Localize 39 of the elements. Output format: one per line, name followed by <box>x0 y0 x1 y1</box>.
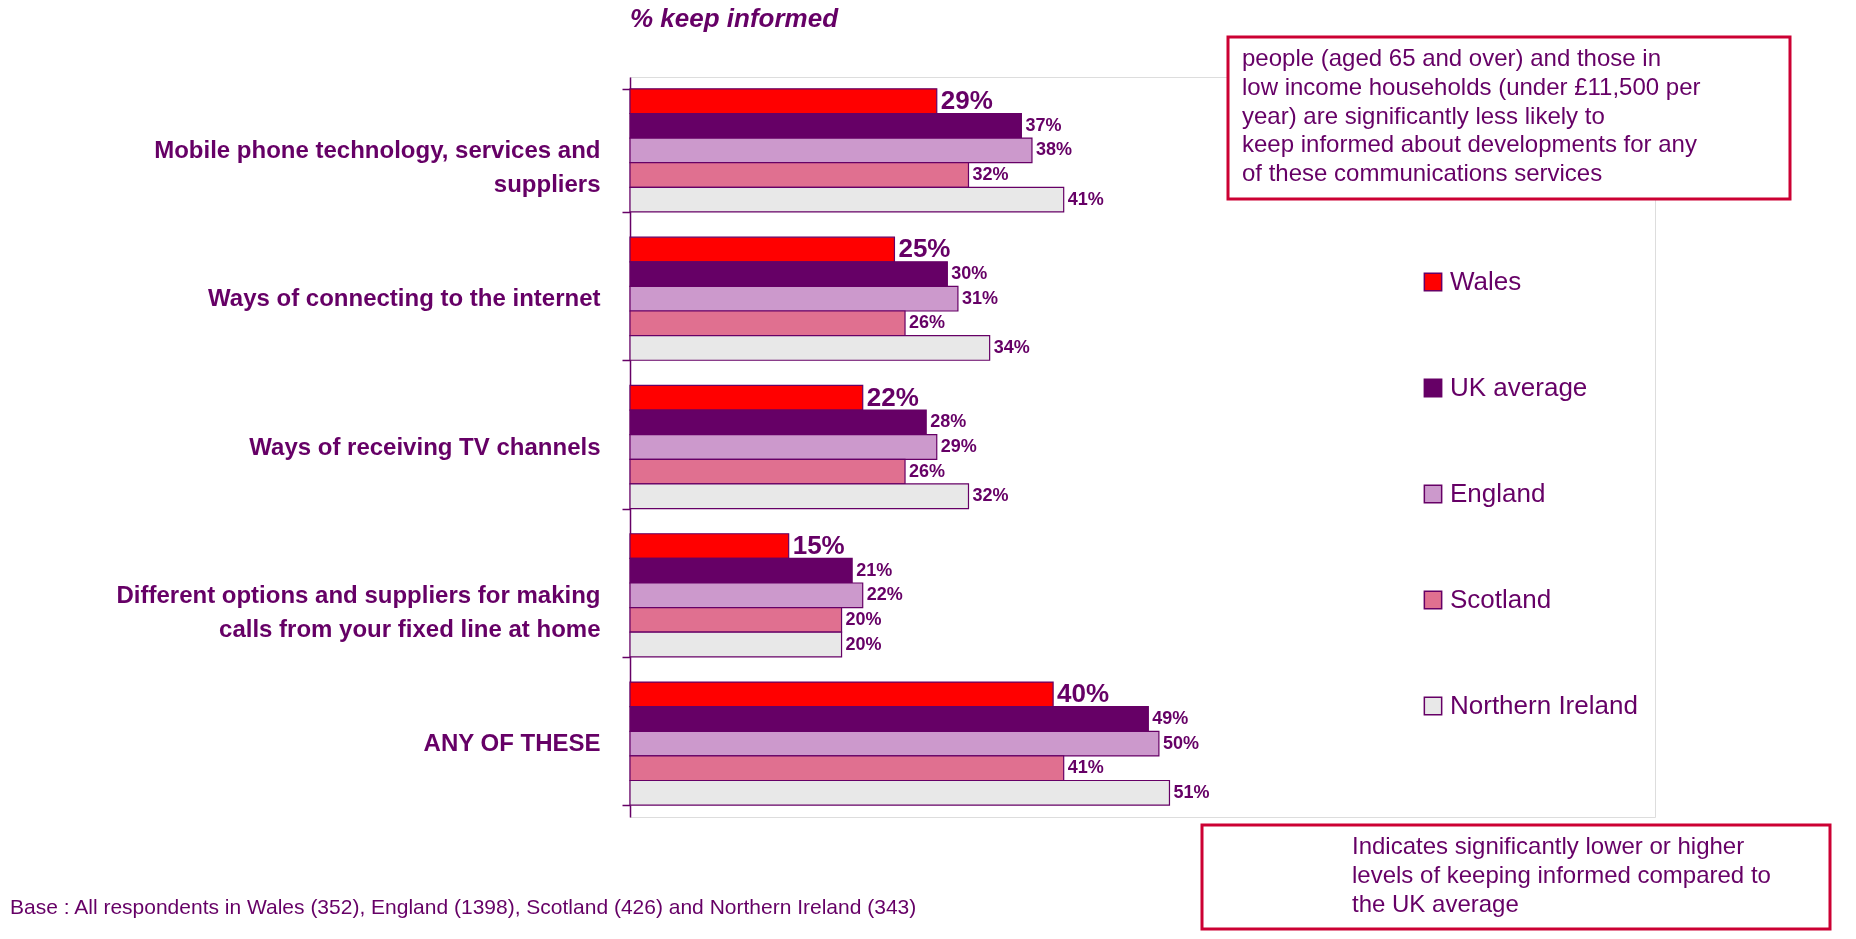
data-label: 20% <box>845 633 882 654</box>
text: Base : All respondents in Wales (352), England (1398), Scotland (426) and Northern Ireland (343) <box>10 895 917 918</box>
data-label: 37% <box>1025 114 1062 135</box>
legend-label: Wales <box>1450 266 1522 296</box>
data-label: 29% <box>940 85 993 116</box>
legend-label: UK average <box>1450 372 1588 402</box>
data-label: 31% <box>961 287 998 308</box>
data-label: 15% <box>792 530 845 561</box>
data-label: 41% <box>1067 757 1104 778</box>
data-label: 22% <box>866 584 903 605</box>
y-tick-label: ANY OF THESE <box>423 729 601 757</box>
data-label: 20% <box>845 608 882 629</box>
data-label: 40% <box>1057 678 1110 709</box>
y-tick-label: Ways of receiving TV channels <box>249 432 601 460</box>
data-label: 32% <box>972 164 1009 185</box>
data-label: 28% <box>930 411 967 432</box>
y-tick-label: Ways of connecting to the internet <box>208 284 601 312</box>
data-label: 26% <box>909 460 946 481</box>
data-label: 21% <box>856 559 893 580</box>
text: people (aged 65 and over) and those in low income households (under £11,500 per year) are significantly less likely to keep informed about developments for any of these communications services <box>1242 44 1701 187</box>
data-label: 50% <box>1162 732 1199 753</box>
data-label: 25% <box>898 233 951 264</box>
data-label: 22% <box>866 381 919 412</box>
legend-label: England <box>1450 478 1546 508</box>
data-label: 32% <box>972 485 1009 506</box>
text: Indicates significantly lower or higher levels of keeping informed compared to the UK average <box>1352 832 1771 917</box>
data-label: 51% <box>1173 781 1210 802</box>
y-tick-label: Different options and suppliers for making calls from your fixed line at home <box>116 580 601 642</box>
chart-title: % keep informed <box>630 2 840 33</box>
data-label: 38% <box>1035 139 1072 160</box>
data-label: 29% <box>940 436 977 456</box>
y-tick-label: Mobile phone technology, services and suppliers <box>154 135 601 197</box>
legend-label: Northern Ireland <box>1450 690 1638 720</box>
data-label: 41% <box>1067 188 1104 209</box>
data-label: 34% <box>993 336 1030 357</box>
data-label: 26% <box>909 312 946 333</box>
legend-label: Scotland <box>1450 584 1552 614</box>
data-label: 49% <box>1152 707 1189 728</box>
data-label: 30% <box>951 263 988 284</box>
